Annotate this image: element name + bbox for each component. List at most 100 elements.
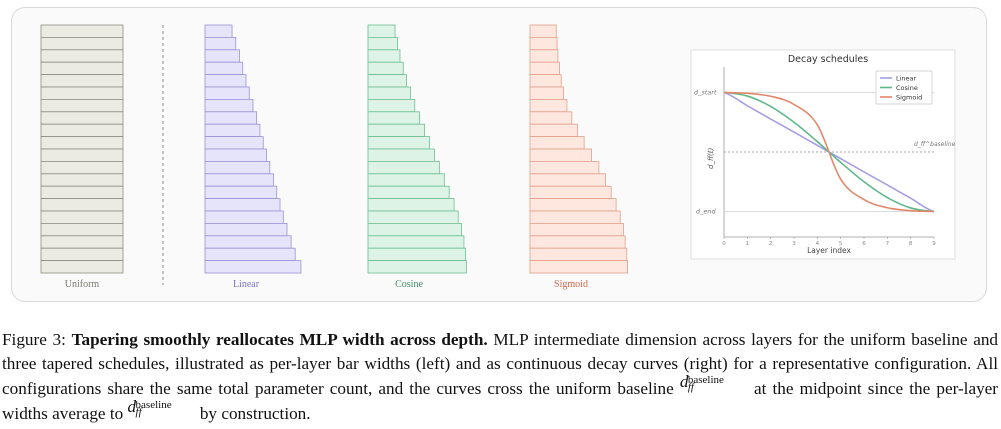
- inset-title: Decay schedules: [788, 54, 868, 65]
- caption-body-1: MLP intermediate dimension across layers…: [2, 330, 999, 398]
- layer-bar: [529, 160, 600, 175]
- layer-bar: [204, 222, 288, 237]
- layer-bar: [204, 99, 254, 113]
- series-line-sigmoid: [723, 91, 935, 213]
- layer-bar: [40, 86, 124, 100]
- ref-label-start: d_start: [694, 89, 717, 97]
- caption-figure-label: Figure: [2, 330, 47, 349]
- layer-bar: [204, 111, 258, 125]
- x-tick-label: 7: [886, 241, 890, 247]
- layer-bar: [204, 198, 281, 212]
- layer-bar: [204, 136, 264, 150]
- layer-bar: [367, 198, 455, 212]
- layer-bar: [40, 222, 124, 237]
- column-label: Cosine: [395, 279, 423, 290]
- layer-bar: [529, 99, 568, 113]
- layer-bar: [40, 74, 124, 88]
- x-tick-label: 0: [722, 241, 726, 247]
- x-tick-label: 6: [862, 241, 866, 247]
- caption-math-dff-baseline-2: d baseline ff: [127, 397, 172, 418]
- layer-bar: [529, 185, 612, 199]
- layer-bar: [204, 86, 250, 100]
- layer-bar: [367, 235, 465, 249]
- layer-bar: [40, 247, 124, 261]
- layer-bar: [529, 173, 606, 187]
- layer-bar: [40, 260, 124, 274]
- legend-label-linear: Linear: [896, 75, 917, 83]
- layer-bar: [367, 24, 396, 38]
- layer-bar: [367, 260, 467, 274]
- x-tick-label: 5: [839, 241, 843, 247]
- layer-bar: [40, 198, 124, 212]
- layer-bar: [40, 24, 124, 38]
- layer-bar: [40, 111, 124, 125]
- caption-figure-number: 3:: [52, 330, 66, 349]
- layer-bar: [40, 185, 124, 199]
- layer-bar: [529, 49, 559, 63]
- layer-bar: [40, 160, 124, 175]
- figure-caption: Figure 3: Tapering smoothly reallocates …: [2, 328, 998, 426]
- layer-bar: [529, 198, 617, 212]
- legend-label-sigmoid: Sigmoid: [896, 94, 922, 102]
- layer-bar: [204, 185, 278, 199]
- layer-bar: [529, 222, 624, 237]
- layer-bar: [367, 173, 445, 187]
- ref-label-end: d_end: [696, 208, 716, 216]
- caption-body-2: at the midpoint since the per-layer widt…: [2, 379, 999, 423]
- layer-bar: [204, 36, 237, 51]
- column-uniform: Uniform: [40, 24, 124, 290]
- layer-bar: [367, 210, 459, 224]
- layer-bar: [40, 148, 124, 162]
- layer-bar: [529, 74, 562, 88]
- layer-bar: [529, 111, 573, 125]
- inset-xlabel: Layer index: [807, 246, 851, 255]
- layer-bar: [204, 148, 267, 162]
- layer-bar: [204, 123, 261, 137]
- caption-body-3: by construction.: [199, 404, 311, 423]
- layer-bar: [40, 36, 124, 51]
- x-tick-label: 9: [932, 241, 936, 247]
- layer-bar: [367, 86, 412, 100]
- column-linear: Linear: [204, 24, 302, 290]
- layer-bar: [204, 24, 233, 38]
- column-label: Linear: [233, 279, 260, 290]
- layer-bar: [367, 123, 425, 137]
- layer-bar: [529, 260, 628, 274]
- ref-label-baseline: d_ff^baseline: [914, 141, 956, 148]
- layer-bar: [40, 173, 124, 187]
- layer-bar: [204, 61, 244, 76]
- layer-bar: [367, 49, 401, 63]
- layer-bar: [367, 160, 440, 175]
- layer-bar: [204, 173, 274, 187]
- layer-bar: [204, 210, 284, 224]
- inset-plot-area: d_start d_end d_ff^baseline 0 1 2 3 4 5 6 7 8 9: [694, 67, 956, 247]
- layer-bar: [204, 247, 296, 261]
- column-sigmoid: Sigmoid: [529, 24, 628, 290]
- caption-title: Tapering smoothly reallocates MLP width …: [71, 330, 488, 349]
- layer-bar: [40, 136, 124, 150]
- figure-graphic: Uniform Linear Cosine Sigmoid Decay schedul…: [40, 24, 956, 290]
- layer-bar: [204, 235, 292, 249]
- layer-bar: [529, 136, 585, 150]
- layer-bar: [367, 148, 435, 162]
- layer-bar: [367, 36, 398, 51]
- layer-bar: [529, 24, 557, 38]
- decay-inset-chart: Decay schedules d_start d_end d_ff^baselin…: [690, 49, 956, 260]
- layer-bar: [40, 99, 124, 113]
- layer-bar: [40, 235, 124, 249]
- layer-bar: [367, 222, 462, 237]
- layer-bar: [204, 160, 271, 175]
- layer-bar: [367, 61, 404, 76]
- layer-bar: [367, 111, 421, 125]
- x-tick-label: 8: [909, 241, 913, 247]
- layer-bar: [204, 49, 240, 63]
- legend-label-cosine: Cosine: [896, 84, 918, 92]
- layer-bar: [367, 74, 407, 88]
- layer-bar: [529, 148, 592, 162]
- layer-bar: [529, 36, 558, 51]
- layer-bar: [40, 123, 124, 137]
- layer-bar: [529, 210, 621, 224]
- layer-bar: [40, 61, 124, 76]
- layer-bar: [367, 247, 466, 261]
